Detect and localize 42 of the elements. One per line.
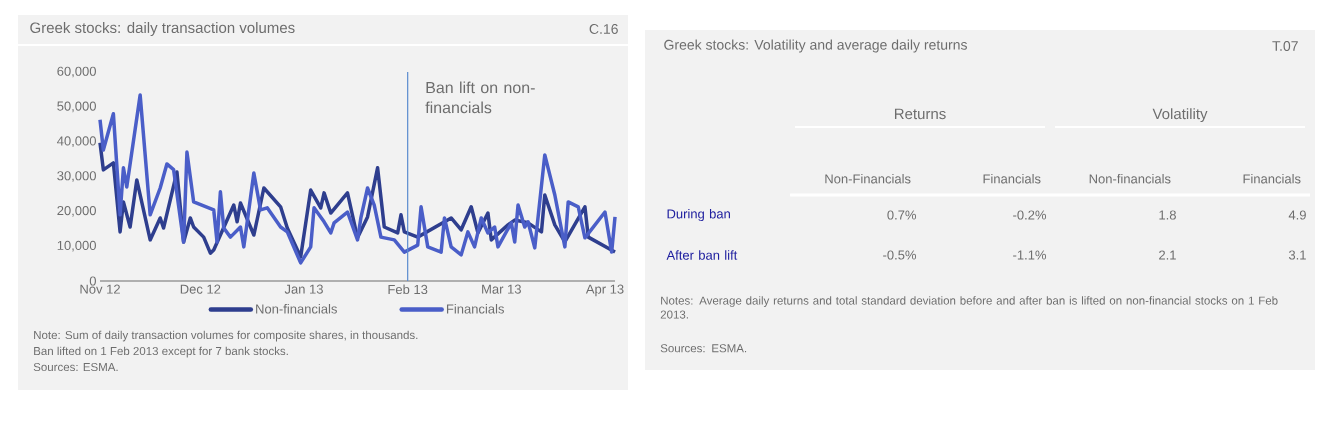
chart-title: Greek stocks: daily transaction volumes bbox=[30, 22, 295, 36]
legend-label: Financials bbox=[446, 303, 504, 314]
legend-label: Non-financials bbox=[256, 303, 337, 314]
x-tick-label: Nov 12 bbox=[80, 284, 120, 294]
category-label: Financials bbox=[983, 173, 1041, 184]
text: C.16 bbox=[589, 24, 618, 34]
ref-line-label: Ban lift on non-financials bbox=[425, 81, 535, 114]
text: Ban lifted on 1 Feb 2013 except for 7 bank stocks. bbox=[34, 346, 288, 358]
x-tick-label: Feb 13 bbox=[388, 284, 428, 295]
text: -1.1% bbox=[1013, 250, 1047, 260]
text: Volatility bbox=[1152, 108, 1208, 123]
category-label: After ban lift bbox=[666, 250, 738, 260]
category-label: Non-financials bbox=[1089, 173, 1171, 184]
text: Greek stocks: Volatility and average daily returns bbox=[664, 39, 967, 53]
category-label: Non-Financials bbox=[825, 173, 911, 184]
category-label: Financials bbox=[1243, 173, 1301, 184]
text: 4.9 bbox=[1288, 210, 1306, 220]
x-tick-label: Dec 12 bbox=[180, 284, 221, 294]
text: T.07 bbox=[1272, 41, 1298, 51]
x-tick-label: Mar 13 bbox=[482, 284, 521, 294]
text: 2.1 bbox=[1159, 250, 1176, 260]
y-tick-label: 30,000 bbox=[57, 171, 96, 182]
source-note: Sources: ESMA. bbox=[660, 344, 747, 353]
text: Notes: Average daily returns and total standard deviation before and after ban is lifted on non-financial stocks on 1 Feb 2013. bbox=[660, 296, 1278, 319]
text: 0.7% bbox=[887, 210, 917, 220]
y-tick-label: 0 bbox=[89, 276, 96, 286]
text: 3.1 bbox=[1288, 250, 1306, 260]
category-label: During ban bbox=[667, 208, 730, 222]
text: -0.5% bbox=[883, 250, 917, 260]
y-tick-label: 60,000 bbox=[57, 66, 96, 78]
y-tick-label: 40,000 bbox=[57, 136, 96, 148]
y-tick-label: 20,000 bbox=[57, 205, 96, 217]
text: Returns bbox=[894, 108, 946, 120]
source-note: Sources: ESMA. bbox=[33, 362, 118, 372]
y-tick-label: 50,000 bbox=[57, 101, 96, 113]
text: -0.2% bbox=[1013, 210, 1047, 220]
line-series bbox=[98, 93, 617, 265]
x-tick-label: Jan 13 bbox=[284, 284, 323, 294]
x-tick-label: Apr 13 bbox=[585, 284, 624, 297]
y-tick-label: 10,000 bbox=[57, 240, 96, 252]
text: 1.8 bbox=[1159, 210, 1176, 220]
text: Note: Sum of daily transaction volumes for composite shares, in thousands. bbox=[34, 330, 418, 342]
